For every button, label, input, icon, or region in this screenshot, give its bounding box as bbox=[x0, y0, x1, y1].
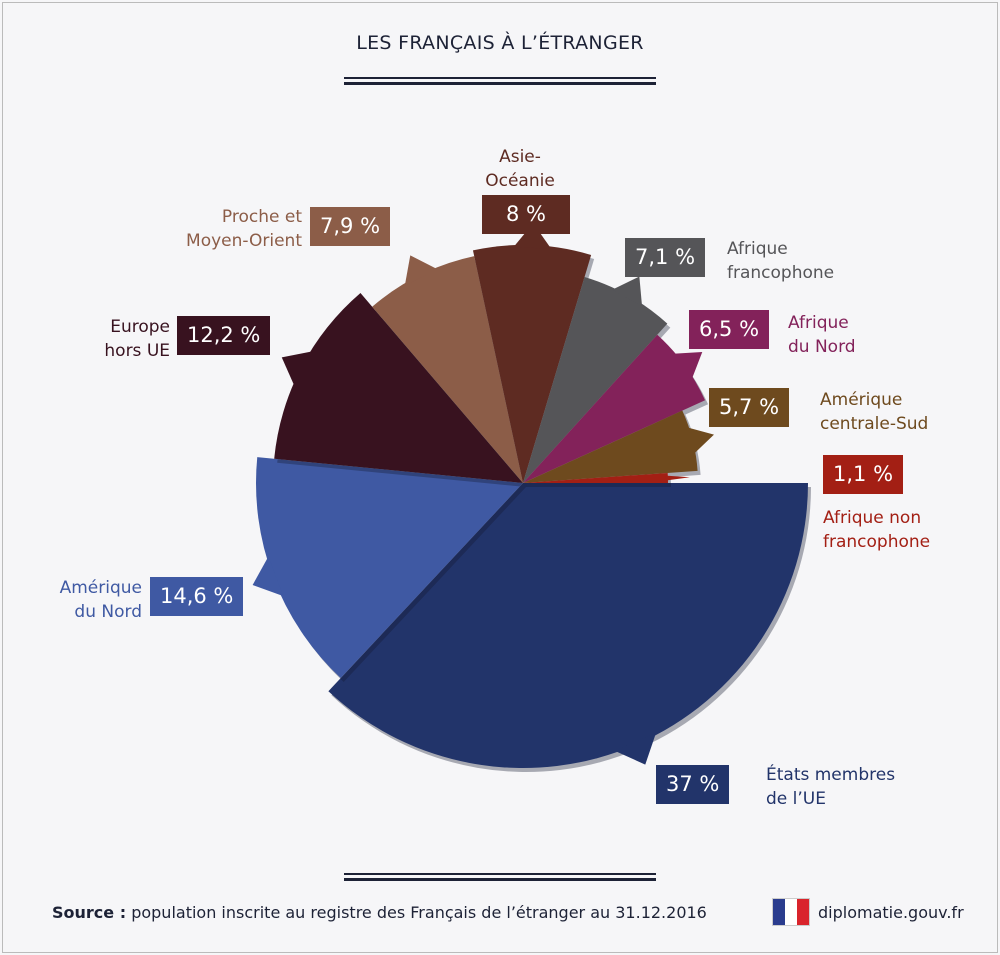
pie-slice-7 bbox=[523, 410, 698, 483]
pie-slice-6 bbox=[523, 334, 706, 483]
slice-pointer-6 bbox=[673, 352, 703, 380]
slice-pointer-7 bbox=[686, 427, 714, 455]
label-pmo: Proche et Moyen-Orient bbox=[186, 207, 302, 251]
value-box-anf: 1,1 % bbox=[823, 455, 904, 495]
label-afr: Afrique francophone bbox=[727, 239, 835, 283]
pie-slice-5 bbox=[523, 276, 668, 483]
pie-slice-0 bbox=[328, 483, 808, 768]
label-eur: Europe hors UE bbox=[104, 317, 170, 361]
pie-slice-1 bbox=[256, 457, 523, 679]
slice-pointer-1 bbox=[252, 556, 284, 597]
value-box-acs: 5,7 % bbox=[709, 388, 790, 428]
label-amn: Amérique du Nord bbox=[59, 578, 142, 622]
value-box-eu: 37 % bbox=[656, 765, 730, 805]
slice-pointer-4 bbox=[513, 223, 552, 249]
value-box-afn: 6,5 % bbox=[689, 310, 770, 350]
label-acs: Amérique centrale-Sud bbox=[820, 390, 929, 434]
slice-pointer-2 bbox=[281, 351, 313, 387]
site-link[interactable]: diplomatie.gouv.fr bbox=[818, 903, 964, 922]
label-eu: États membres de l’UE bbox=[766, 765, 896, 809]
pie-slice-3 bbox=[372, 256, 523, 483]
pie-slice-2 bbox=[274, 293, 523, 483]
title-rule bbox=[344, 77, 656, 85]
footer-rule bbox=[344, 873, 656, 881]
value-box-pmo: 7,9 % bbox=[310, 207, 391, 247]
value-box-eur: 12,2 % bbox=[177, 316, 271, 356]
slice-pointer-0 bbox=[614, 732, 657, 765]
label-afn: Afrique du Nord bbox=[788, 313, 856, 357]
pie-slice-8 bbox=[523, 472, 668, 483]
chart-title: LES FRANÇAIS À L’ÉTRANGER bbox=[356, 32, 644, 54]
value-box-amn: 14,6 % bbox=[150, 577, 244, 617]
republique-francaise-logo bbox=[772, 898, 810, 926]
pie-slice-4 bbox=[472, 244, 592, 483]
value-box-asie: 8 % bbox=[482, 195, 570, 235]
label-anf: Afrique non francophone bbox=[823, 508, 931, 552]
source-note: Source : population inscrite au registre… bbox=[52, 903, 707, 922]
slice-pointer-5 bbox=[612, 276, 643, 307]
value-box-afr: 7,1 % bbox=[625, 238, 706, 278]
label-asie: Asie- Océanie bbox=[485, 147, 555, 191]
slice-pointer-3 bbox=[404, 255, 438, 286]
slice-pointer-8 bbox=[665, 475, 690, 481]
